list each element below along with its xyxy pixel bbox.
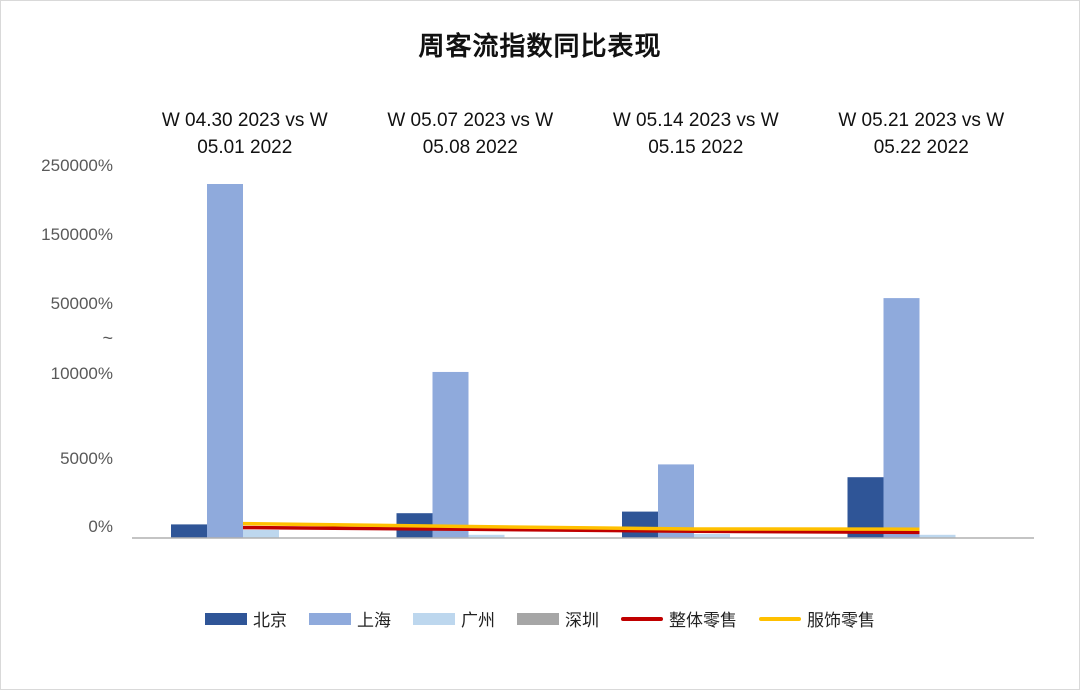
bar-广州 xyxy=(468,534,505,538)
legend-item: 广州 xyxy=(413,606,495,631)
legend-label: 北京 xyxy=(253,611,287,631)
category-label: W 05.07 2023 vs W xyxy=(387,110,553,131)
category-labels: W 04.30 2023 vs W 05.01 2022 W 05.07 2023 … xyxy=(162,110,1004,158)
legend-swatch xyxy=(413,612,455,625)
legend-swatch xyxy=(517,612,559,625)
legend-item: 上海 xyxy=(309,606,391,631)
category-label: 05.08 2022 xyxy=(423,137,518,158)
bar-上海 xyxy=(658,464,694,538)
legend-label: 广州 xyxy=(461,611,495,631)
bar-上海 xyxy=(432,371,469,538)
legend-item: 服饰零售 xyxy=(759,606,875,631)
series-lines xyxy=(242,521,920,535)
legend-label: 服饰零售 xyxy=(807,611,875,631)
y-tick-label: 250000% xyxy=(41,156,113,175)
y-tick-label: 0% xyxy=(88,517,113,536)
bar-北京 xyxy=(622,511,658,538)
bar-上海 xyxy=(883,298,920,538)
chart-title: 周客流指数同比表现 xyxy=(418,32,662,62)
axis-break-symbol: ~ xyxy=(102,328,113,348)
category-label: W 05.14 2023 vs W xyxy=(613,110,779,131)
bars xyxy=(171,184,956,538)
category-label: W 04.30 2023 vs W xyxy=(162,110,328,131)
category-label: W 05.21 2023 vs W xyxy=(838,110,1004,131)
bar-上海 xyxy=(207,184,243,538)
legend-swatch xyxy=(759,616,801,621)
y-tick-label: 5000% xyxy=(60,449,113,468)
bar-北京 xyxy=(171,524,207,538)
legend: 北京 上海 广州 深圳 整体零售 服饰零售 xyxy=(0,606,1080,631)
legend-label: 整体零售 xyxy=(669,611,737,631)
legend-swatch xyxy=(621,616,663,621)
bar-广州 xyxy=(694,534,730,538)
bar-广州 xyxy=(243,530,279,538)
line-整体零售 xyxy=(242,525,920,535)
legend-item: 整体零售 xyxy=(621,606,737,631)
category-label: 05.15 2022 xyxy=(648,137,743,158)
legend-swatch xyxy=(309,612,351,625)
y-axis-ticks: 0% 5000% 10000% ~50000% 150000% 250000% xyxy=(41,156,113,536)
legend-label: 上海 xyxy=(357,611,391,631)
legend-item: 深圳 xyxy=(517,606,599,631)
line-服饰零售 xyxy=(242,521,920,531)
y-tick-label: 150000% xyxy=(41,225,113,244)
bar-广州 xyxy=(919,534,956,538)
legend-swatch xyxy=(205,612,247,625)
legend-label: 深圳 xyxy=(565,611,599,631)
y-tick-label: 50000% xyxy=(51,294,113,313)
category-label: 05.01 2022 xyxy=(197,137,292,158)
y-tick-label: 10000% xyxy=(51,364,113,383)
category-label: 05.22 2022 xyxy=(874,137,969,158)
legend-item: 北京 xyxy=(205,606,287,631)
